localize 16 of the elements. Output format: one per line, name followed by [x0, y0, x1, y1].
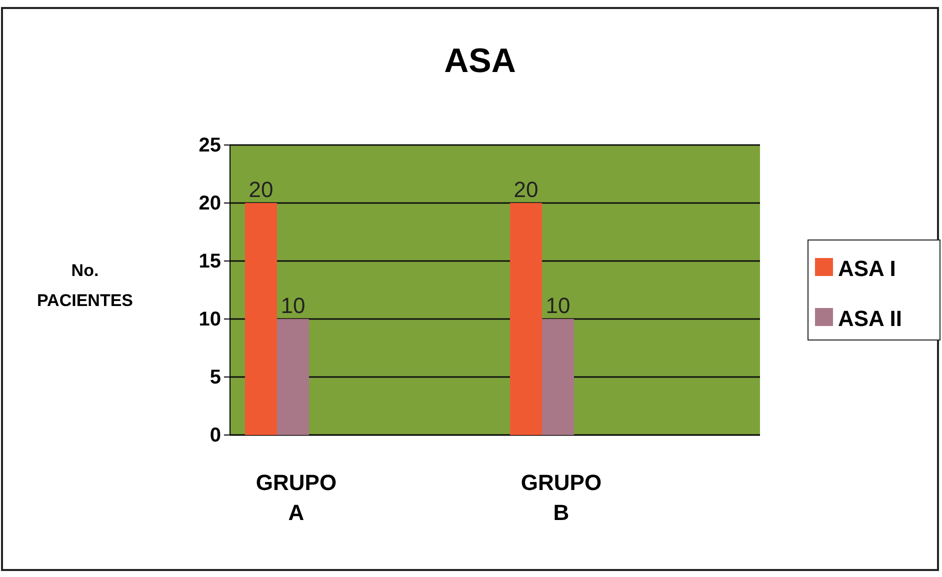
y-tick-label: 5: [210, 366, 221, 388]
y-tick-label: 0: [210, 424, 221, 446]
x-tick-label: GRUPO B: [520, 470, 602, 525]
data-label: 20: [248, 177, 274, 202]
x-tick-label: GRUPO A: [256, 470, 337, 525]
legend-label: ASA I: [838, 256, 896, 281]
y-tick-label: 15: [198, 250, 221, 272]
data-label: 20: [514, 177, 538, 202]
y-tick-label: 20: [198, 192, 221, 214]
legend-label: ASA II: [838, 306, 902, 331]
chart-title: ASA: [444, 42, 516, 80]
y-tick-label: 10: [198, 308, 221, 330]
y-axis-title: No. PACIENTES: [36, 261, 134, 310]
data-label: 10: [546, 293, 570, 318]
data-label: 10: [280, 293, 306, 318]
y-tick-label: 25: [198, 134, 221, 156]
